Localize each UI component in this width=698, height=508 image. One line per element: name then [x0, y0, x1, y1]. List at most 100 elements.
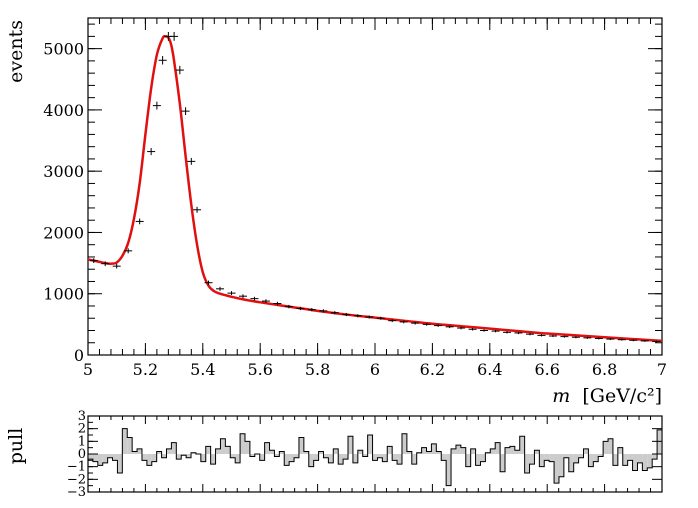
pull-bar	[563, 454, 569, 458]
data-point	[353, 314, 362, 318]
pull-bar	[416, 452, 422, 454]
data-point	[422, 322, 431, 326]
data-point	[560, 335, 569, 338]
data-point	[365, 315, 374, 319]
data-point	[250, 296, 259, 301]
pull-bar	[137, 448, 142, 454]
pull-bar	[573, 454, 579, 463]
pull-bar	[431, 443, 437, 454]
data-point	[411, 321, 420, 325]
data-point	[261, 299, 270, 303]
data-point	[537, 334, 546, 337]
pull-bar	[554, 454, 559, 484]
main-axis-ticks	[87, 18, 663, 356]
pull-bar	[455, 445, 461, 454]
pull-bar	[642, 454, 648, 471]
pull-bar	[289, 454, 295, 462]
pull-bar	[112, 454, 118, 461]
pull-bar	[382, 454, 388, 462]
pull-bar	[588, 454, 594, 467]
data-point	[457, 326, 466, 330]
pull-bar	[485, 452, 491, 454]
x-tick-label: 5	[83, 360, 93, 379]
x-tick-label: 5.2	[133, 360, 158, 379]
pull-tick-label: −2	[67, 472, 86, 487]
data-point	[388, 319, 397, 323]
data-point	[640, 339, 649, 342]
pull-bar	[352, 454, 358, 463]
pull-bar	[284, 454, 290, 466]
pull-bar	[392, 454, 398, 461]
pull-bar	[294, 454, 299, 458]
pull-bar	[323, 454, 329, 458]
data-point	[158, 56, 167, 65]
pull-bar	[200, 454, 206, 462]
pull-bar	[421, 447, 427, 454]
pull-bar	[249, 454, 255, 457]
pull-tick-label: −1	[67, 460, 86, 475]
data-point	[216, 286, 225, 291]
pull-bar	[205, 446, 211, 454]
pull-bar	[539, 454, 545, 467]
pull-bar	[298, 437, 304, 454]
pull-bar	[509, 446, 515, 454]
data-point	[330, 311, 339, 315]
pull-bar	[406, 451, 412, 454]
data-point	[342, 312, 351, 317]
pull-bar	[608, 438, 613, 454]
data-point	[238, 294, 247, 299]
pull-bar	[500, 454, 506, 472]
data-point	[273, 301, 282, 306]
y-tick-label: 1000	[43, 285, 84, 304]
pull-bar	[514, 450, 520, 454]
pull-bar	[436, 451, 442, 454]
pull-bar	[519, 436, 525, 454]
pull-bar	[313, 454, 319, 461]
pull-bar	[318, 451, 324, 454]
data-point	[480, 329, 489, 332]
pull-bar	[269, 450, 275, 454]
x-tick-label: 7	[657, 360, 667, 379]
data-point	[135, 218, 144, 225]
data-point	[284, 304, 293, 309]
data-point	[399, 320, 408, 324]
y-axis-label: events	[5, 20, 27, 83]
y-tick-label: 4000	[43, 101, 84, 120]
pull-bar	[627, 454, 633, 461]
data-point	[594, 337, 603, 340]
data-point	[147, 148, 156, 156]
data-point	[193, 206, 202, 213]
pull-bar	[617, 447, 623, 454]
data-point	[491, 329, 500, 333]
pull-bar	[441, 454, 447, 461]
pull-bar	[544, 454, 550, 461]
data-point	[204, 280, 213, 285]
x-axis-label-var: m	[552, 385, 570, 407]
pull-bar	[215, 448, 221, 454]
pull-bar	[244, 441, 250, 454]
pull-bar	[632, 454, 638, 471]
x-tick-label: 5.6	[247, 360, 272, 379]
data-point	[434, 324, 443, 327]
pull-bar	[524, 454, 530, 473]
data-point	[583, 336, 592, 339]
pull-bar	[107, 454, 113, 458]
pull-bar	[240, 433, 245, 454]
pull-bar	[274, 454, 280, 457]
pull-bar	[343, 454, 349, 460]
pull-bar	[333, 448, 339, 454]
pull-bar	[220, 438, 226, 454]
pull-bar	[470, 448, 476, 454]
pull-bar	[264, 442, 270, 454]
pull-bar	[151, 454, 157, 462]
y-tick-label: 0	[74, 346, 84, 365]
pull-bar	[505, 447, 510, 454]
data-point	[227, 291, 236, 296]
pull-bar	[578, 454, 584, 458]
pull-bar	[465, 454, 471, 467]
pull-bar	[279, 451, 285, 454]
pull-bar	[181, 454, 187, 456]
pull-bar	[377, 454, 383, 458]
